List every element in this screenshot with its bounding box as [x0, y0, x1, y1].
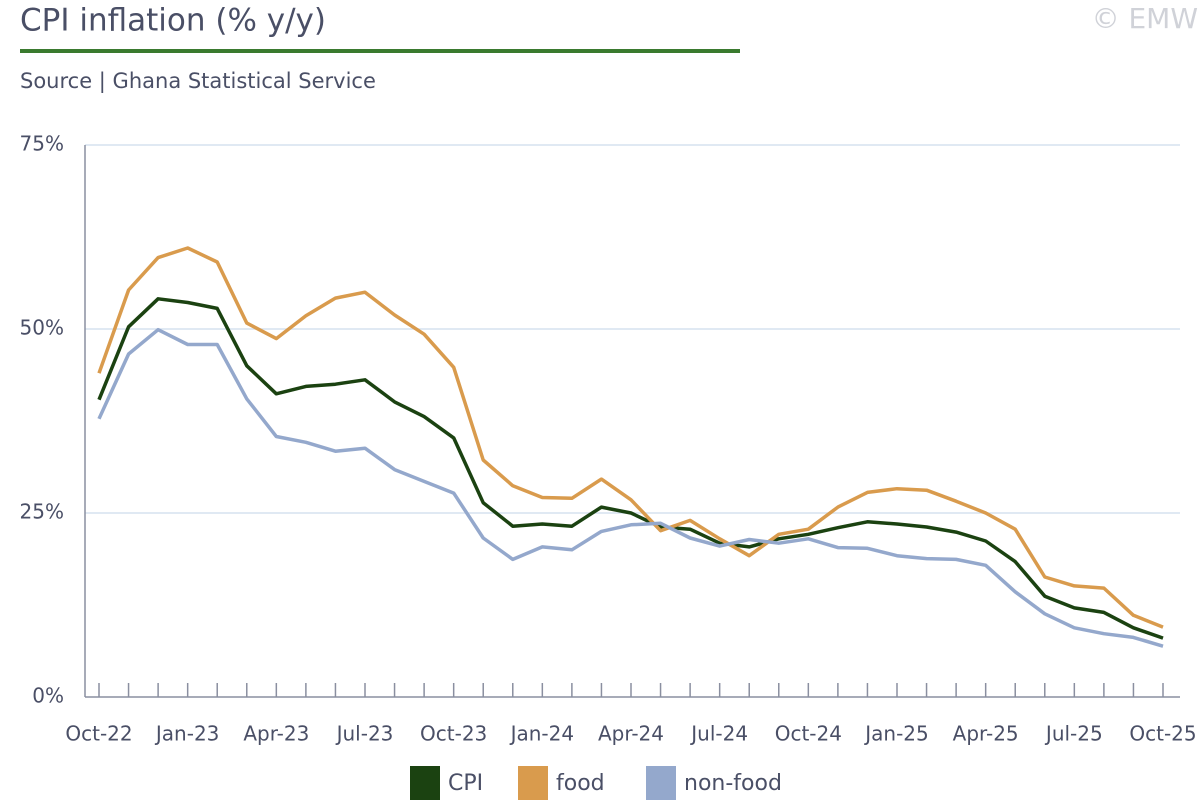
x-tick-label: Oct-22 [65, 722, 132, 746]
y-tick-label: 75% [20, 132, 64, 156]
legend-swatch [646, 766, 676, 800]
x-tick-label: Jan-25 [863, 722, 929, 746]
legend-swatch [518, 766, 548, 800]
series-line [97, 297, 1164, 640]
legend-swatch [410, 766, 440, 800]
series-line [97, 246, 1164, 629]
legend-label: food [556, 771, 605, 796]
x-tick-label: Jul-23 [335, 722, 394, 746]
y-tick-label: 25% [20, 500, 64, 524]
x-tick-label: Apr-23 [243, 722, 309, 746]
chart-title: CPI inflation (% y/y) [20, 3, 326, 39]
series-line [97, 327, 1164, 648]
y-tick-label: 0% [32, 684, 64, 708]
watermark: © EMW [1092, 2, 1198, 35]
x-tick-label: Oct-23 [420, 722, 487, 746]
y-tick-label: 50% [20, 316, 64, 340]
x-tick-label: Jan-23 [154, 722, 220, 746]
legend-label: CPI [448, 771, 483, 796]
x-tick-label: Jul-25 [1044, 722, 1103, 746]
x-tick-label: Oct-25 [1129, 722, 1196, 746]
x-tick-label: Jul-24 [689, 722, 748, 746]
x-tick-label: Oct-24 [775, 722, 842, 746]
x-tick-label: Apr-25 [953, 722, 1019, 746]
legend-label: non-food [684, 771, 782, 796]
subtitle: Source | Ghana Statistical Service [20, 69, 376, 94]
x-tick-label: Apr-24 [598, 722, 664, 746]
title-underline [20, 49, 740, 53]
x-tick-label: Jan-24 [509, 722, 575, 746]
